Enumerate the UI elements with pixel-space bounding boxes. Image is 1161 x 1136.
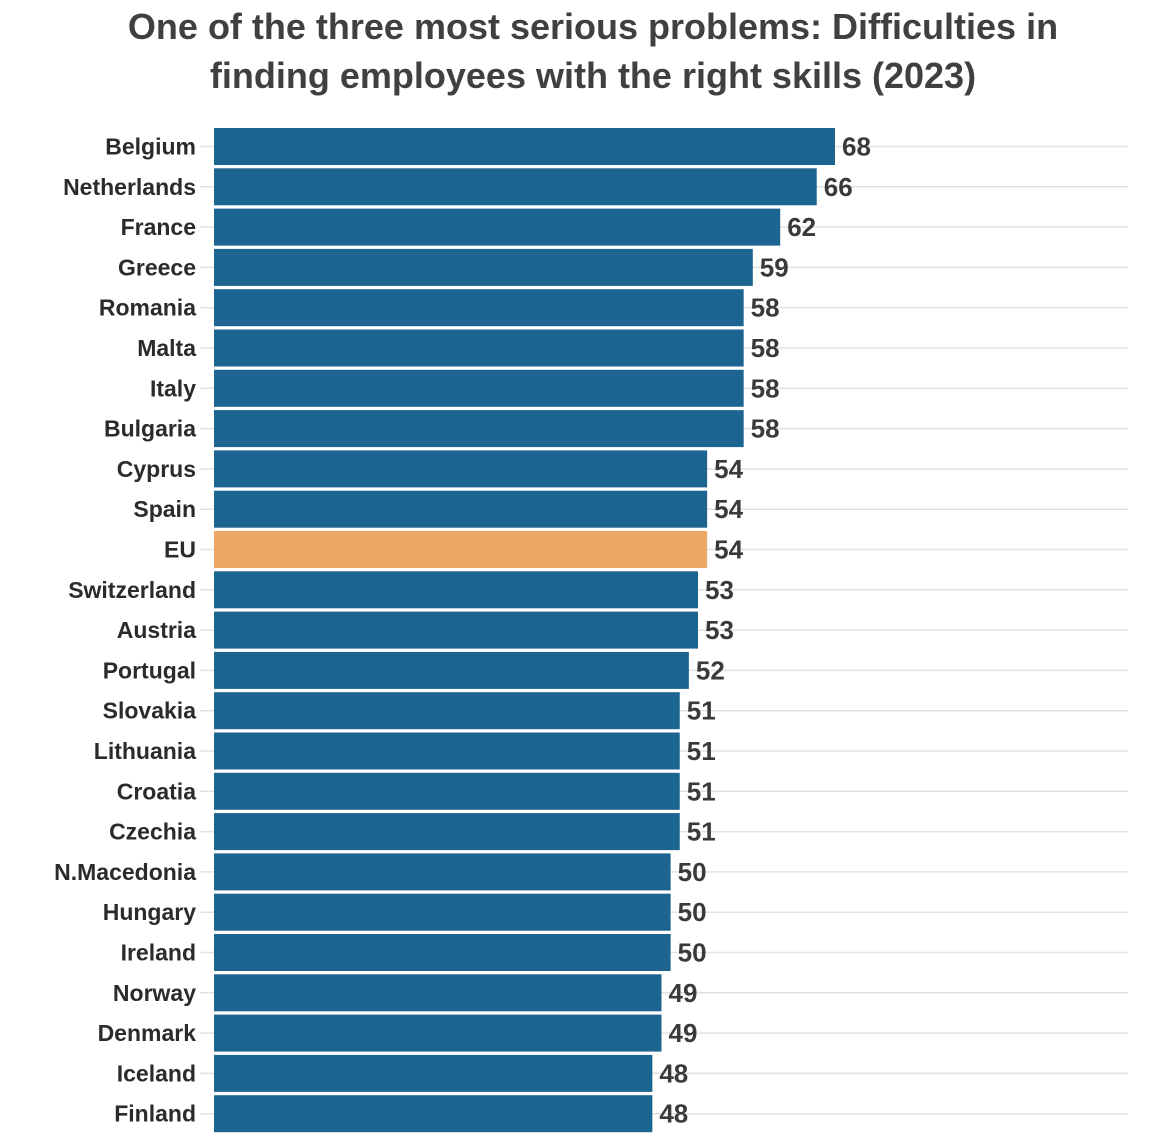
category-label: Slovakia xyxy=(103,698,197,724)
chart-title-line-1: One of the three most serious problems: … xyxy=(127,6,1059,47)
value-label: 52 xyxy=(696,655,725,685)
bar-switzerland xyxy=(214,571,699,609)
value-label: 68 xyxy=(842,132,871,162)
bar-netherlands xyxy=(214,168,817,206)
category-label: Malta xyxy=(137,335,196,361)
bar-romania xyxy=(214,289,744,327)
category-label: N.Macedonia xyxy=(54,859,196,885)
bar-malta xyxy=(214,329,744,367)
category-label: Switzerland xyxy=(68,577,196,603)
bar-italy xyxy=(214,369,744,407)
category-label: Austria xyxy=(117,617,196,643)
category-label: EU xyxy=(164,537,196,563)
value-label: 49 xyxy=(668,1018,697,1048)
value-label: 53 xyxy=(705,615,734,645)
bar-portugal xyxy=(214,651,689,689)
value-label: 50 xyxy=(678,938,707,968)
value-label: 53 xyxy=(705,575,734,605)
bar-slovakia xyxy=(214,692,680,730)
bar-eu xyxy=(214,531,708,568)
value-label: 58 xyxy=(751,373,780,403)
bar-cyprus xyxy=(214,450,708,488)
value-label: 66 xyxy=(824,172,853,202)
value-label: 51 xyxy=(687,817,716,847)
value-label: 54 xyxy=(714,454,743,484)
category-label: Belgium xyxy=(105,134,196,160)
category-label: Cyprus xyxy=(117,456,196,482)
bar-austria xyxy=(214,611,699,649)
bar-croatia xyxy=(214,772,680,810)
bar-denmark xyxy=(214,1014,662,1052)
bar-iceland xyxy=(214,1054,653,1092)
category-label: Czechia xyxy=(109,819,196,845)
category-label: Greece xyxy=(118,254,196,280)
value-label: 58 xyxy=(751,414,780,444)
category-label: Finland xyxy=(114,1101,196,1127)
value-label: 51 xyxy=(687,776,716,806)
value-label: 50 xyxy=(678,897,707,927)
category-label: Denmark xyxy=(98,1020,197,1046)
value-label: 50 xyxy=(678,857,707,887)
bar-czechia xyxy=(214,813,680,851)
category-label: Lithuania xyxy=(94,738,196,764)
category-label: Netherlands xyxy=(63,174,196,200)
category-label: Norway xyxy=(113,980,196,1006)
bar-norway xyxy=(214,974,662,1012)
category-label: France xyxy=(121,214,196,240)
value-label: 58 xyxy=(751,293,780,323)
category-label: Portugal xyxy=(103,657,196,683)
category-label: Italy xyxy=(150,375,196,401)
value-label: 54 xyxy=(714,494,743,524)
value-label: 58 xyxy=(751,333,780,363)
bar-bulgaria xyxy=(214,410,744,448)
bar-france xyxy=(214,208,781,246)
bar-ireland xyxy=(214,934,671,971)
chart-title: One of the three most serious problems: … xyxy=(0,2,1161,100)
value-label: 51 xyxy=(687,696,716,726)
category-label: Ireland xyxy=(121,940,196,966)
bar-finland xyxy=(214,1095,653,1133)
category-label: Bulgaria xyxy=(104,416,196,442)
category-label: Romania xyxy=(99,295,196,321)
value-label: 48 xyxy=(659,1058,688,1088)
bar-belgium xyxy=(214,128,835,165)
bar-n-macedonia xyxy=(214,853,671,891)
value-label: 48 xyxy=(659,1099,688,1129)
bar-hungary xyxy=(214,893,671,931)
value-label: 59 xyxy=(760,252,789,282)
value-label: 49 xyxy=(668,978,697,1008)
value-label: 51 xyxy=(687,736,716,766)
bar-greece xyxy=(214,248,753,286)
bar-lithuania xyxy=(214,732,680,770)
category-label: Spain xyxy=(133,496,196,522)
value-label: 62 xyxy=(787,212,816,242)
category-label: Hungary xyxy=(103,899,197,925)
category-label: Croatia xyxy=(117,778,196,804)
bar-spain xyxy=(214,490,708,528)
category-label: Iceland xyxy=(117,1060,196,1086)
value-label: 54 xyxy=(714,535,743,565)
chart-title-line-2: finding employees with the right skills … xyxy=(209,55,977,96)
